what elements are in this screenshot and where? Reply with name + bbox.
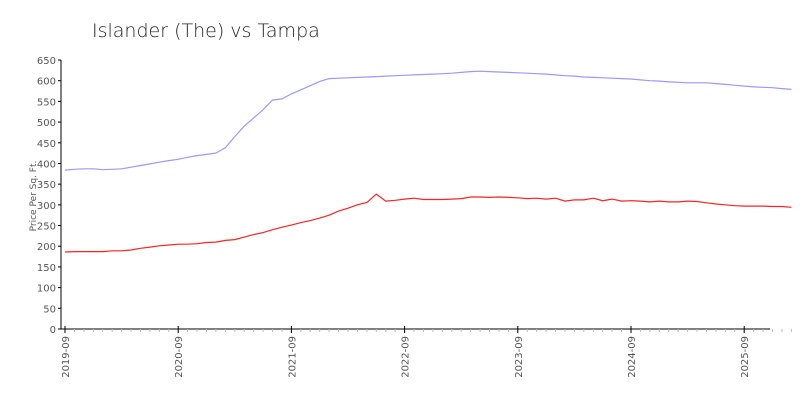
y-tick-label: 550: [37, 97, 56, 108]
y-tick-label: 350: [37, 180, 56, 191]
y-tick-label: 50: [43, 304, 56, 315]
y-tick-label: 250: [37, 222, 56, 233]
y-tick-label: 200: [37, 242, 56, 253]
x-tick-label: 2020-09: [174, 336, 185, 378]
x-tick-label: 2021-09: [287, 336, 298, 378]
chart-title: Islander (The) vs Tampa: [92, 20, 320, 42]
y-tick-label: 100: [37, 284, 56, 295]
x-tick-label: 2025-09: [740, 336, 751, 378]
y-tick-label: 500: [37, 118, 56, 129]
y-tick-label: 650: [37, 56, 56, 67]
y-tick-label: 150: [37, 263, 56, 274]
series-line-islander: [64, 70, 792, 171]
x-tick-label: 2024-09: [627, 336, 638, 378]
y-tick-label: 450: [37, 139, 56, 150]
x-tick-label: 2022-09: [401, 336, 412, 378]
x-tick-label: 2019-09: [61, 336, 72, 378]
y-tick-label: 400: [37, 159, 56, 170]
series-line-tampa: [64, 193, 792, 253]
y-tick-label: 300: [37, 201, 56, 212]
y-axis-label: Price Per Sq. Ft.: [29, 161, 39, 232]
y-tick-label: 0: [50, 325, 56, 336]
x-tick-label: 2023-09: [514, 336, 525, 378]
y-tick-label: 600: [37, 77, 56, 88]
